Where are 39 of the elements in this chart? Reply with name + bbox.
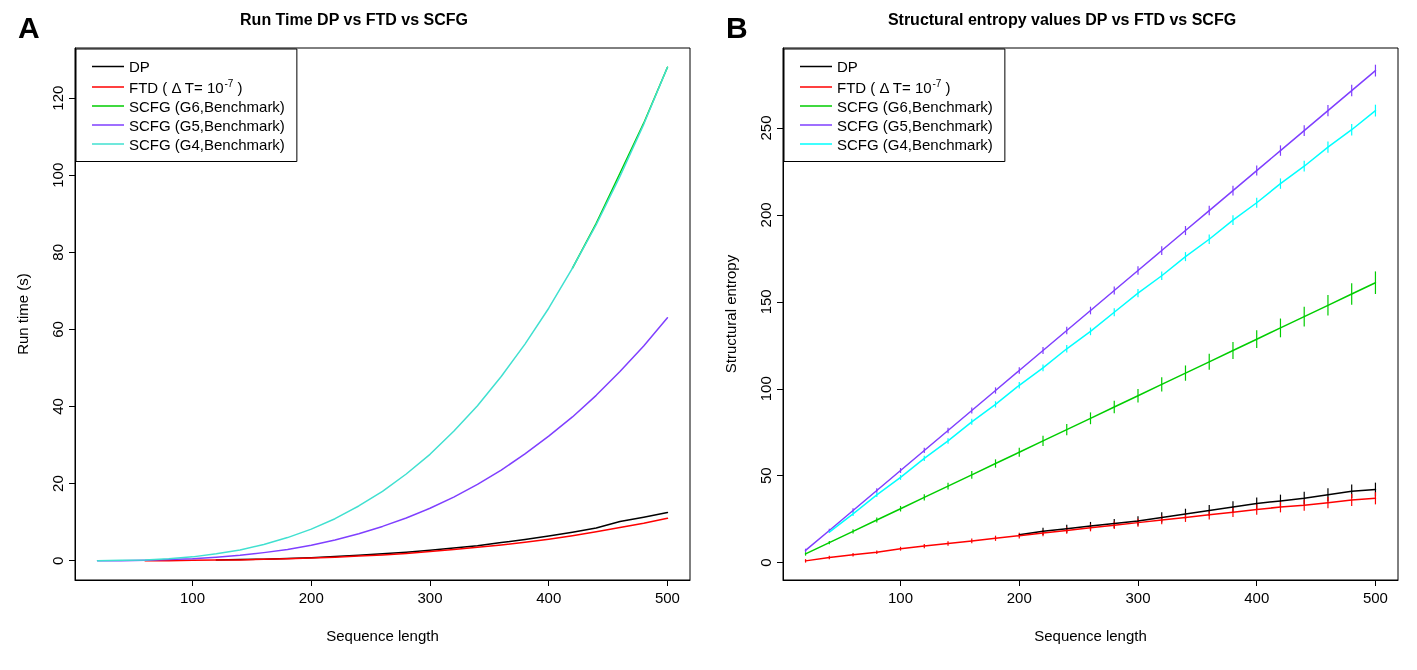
x-tick-label: 500: [654, 589, 680, 606]
x-tick-label: 100: [180, 589, 206, 606]
x-tick-label: 300: [1125, 589, 1151, 606]
y-tick-label: 100: [49, 162, 66, 188]
legend-label: SCFG (G6,Benchmark): [129, 97, 285, 115]
legend-label: DP: [837, 58, 858, 75]
y-tick-label: 200: [757, 202, 774, 228]
y-axis-title: Structural entropy: [722, 254, 739, 374]
y-tick-label: 80: [49, 243, 66, 261]
y-tick-label: 250: [757, 115, 774, 141]
x-tick-label: 200: [1006, 589, 1032, 606]
legend-label: SCFG (G5,Benchmark): [129, 116, 285, 134]
x-tick-label: 500: [1362, 589, 1388, 606]
legend-label: SCFG (G4,Benchmark): [837, 135, 993, 153]
y-tick-label: 50: [757, 467, 774, 485]
x-tick-label: 200: [298, 589, 324, 606]
text: B: [726, 10, 748, 44]
legend-label: SCFG (G6,Benchmark): [837, 97, 993, 115]
y-tick-label: 20: [49, 475, 66, 492]
text: A: [18, 10, 40, 44]
legend-label: DP: [129, 58, 150, 75]
y-tick-label: 0: [757, 558, 774, 567]
y-tick-label: 120: [49, 85, 66, 111]
y-axis-title: Run time (s): [14, 273, 31, 355]
y-tick-label: 100: [757, 376, 774, 402]
x-tick-label: 300: [417, 589, 443, 606]
x-axis-title: Sequence length: [1034, 627, 1147, 644]
y-tick-label: 0: [49, 556, 66, 565]
chart-title: Run Time DP vs FTD vs SCFG: [240, 10, 468, 28]
chart-title: Structural entropy values DP vs FTD vs SCFG: [887, 10, 1237, 28]
y-tick-label: 60: [49, 321, 66, 338]
x-tick-label: 400: [536, 589, 562, 606]
legend-label: SCFG (G5,Benchmark): [837, 116, 993, 134]
x-axis-title: Sequence length: [326, 627, 439, 644]
x-tick-label: 400: [1244, 589, 1270, 606]
legend-label: SCFG (G4,Benchmark): [129, 135, 285, 153]
y-tick-label: 40: [49, 398, 66, 415]
x-tick-label: 100: [888, 589, 914, 606]
y-tick-label: 150: [757, 289, 774, 315]
